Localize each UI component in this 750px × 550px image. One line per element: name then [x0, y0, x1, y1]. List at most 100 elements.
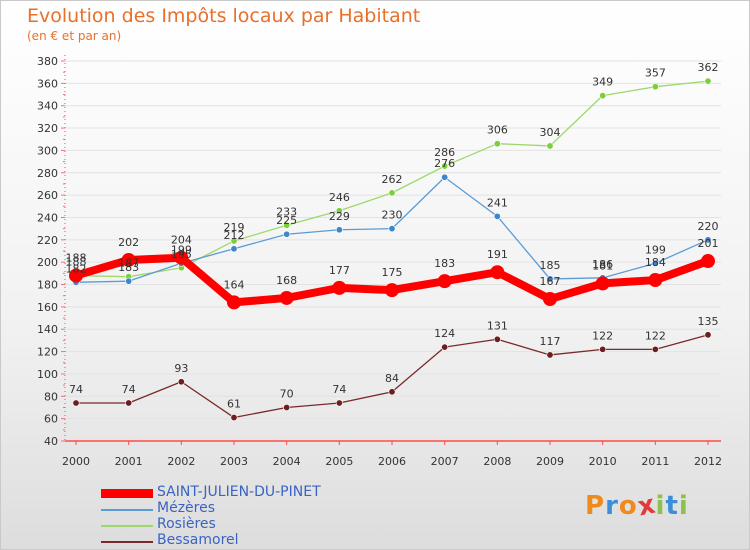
x-tick-label: 2006 [378, 455, 406, 468]
data-label: 212 [224, 229, 245, 242]
data-label: 204 [171, 234, 192, 247]
legend-label: Mézères [157, 500, 216, 516]
data-label: 117 [540, 335, 561, 348]
data-label: 74 [332, 383, 346, 396]
data-label: 186 [592, 258, 613, 271]
data-label: 61 [227, 398, 241, 411]
data-point [125, 277, 133, 285]
data-point [704, 77, 712, 85]
data-label: 230 [382, 209, 403, 222]
data-label: 70 [280, 387, 294, 400]
x-tick-label: 2000 [62, 455, 90, 468]
labels-2: 188 187 195 219 233 246 262 286 306 304 349 357 362 [66, 61, 719, 270]
data-label: 181 [592, 259, 613, 272]
data-point [441, 343, 449, 351]
x-tick-label: 2010 [589, 455, 617, 468]
data-label: 135 [698, 315, 719, 328]
x-tick-label: 2012 [694, 455, 722, 468]
data-label: 122 [645, 329, 666, 342]
data-label: 195 [171, 248, 192, 261]
data-point [441, 173, 449, 181]
data-point [177, 378, 185, 386]
data-label: 164 [224, 278, 245, 291]
data-label: 199 [171, 243, 192, 256]
logo-letter: r [605, 491, 619, 521]
data-point [335, 207, 343, 215]
data-label: 124 [434, 327, 455, 340]
data-label: 168 [276, 274, 297, 287]
series-2 [72, 77, 712, 281]
y-tick-label: 260 [37, 189, 58, 202]
data-label: 362 [698, 61, 719, 74]
x-tick-label: 2011 [641, 455, 669, 468]
data-label: 357 [645, 67, 666, 80]
data-point [335, 226, 343, 234]
data-point [546, 275, 554, 283]
data-point [283, 221, 291, 229]
data-point [704, 236, 712, 244]
data-label: 188 [66, 256, 87, 269]
y-tick-label: 80 [44, 390, 58, 403]
data-point [490, 265, 505, 280]
data-point [493, 335, 501, 343]
data-label: 246 [329, 191, 350, 204]
data-label: 191 [487, 248, 508, 261]
data-point [69, 268, 83, 283]
y-tick-label: 340 [37, 100, 58, 113]
x-tick-label: 2004 [273, 455, 301, 468]
data-label: 233 [276, 205, 297, 218]
data-point [385, 283, 399, 298]
chart-title: Evolution des Impôts locaux par Habitant [27, 5, 421, 27]
data-point [174, 250, 189, 265]
grid-group: 40 60 80 100 120 140 160 180 200 220 240 260 280 300 3… [37, 55, 721, 448]
data-label: 93 [174, 362, 188, 375]
data-label: 202 [118, 236, 139, 249]
data-point [651, 259, 659, 267]
y-tick-label: 360 [37, 77, 58, 90]
data-point [230, 245, 238, 253]
data-label: 187 [118, 257, 139, 270]
y-tick-label: 40 [44, 435, 58, 448]
data-label: 349 [592, 76, 613, 89]
legend-label: SAINT-JULIEN-DU-PINET [157, 484, 321, 500]
data-point [388, 225, 396, 233]
data-label: 199 [645, 243, 666, 256]
data-label: 84 [385, 372, 399, 385]
labels-3: 74 74 93 61 70 74 84 124 131 117 122 122 135 [69, 315, 719, 411]
y-tick-label: 140 [37, 323, 58, 336]
data-point [493, 140, 501, 148]
data-label: 219 [224, 221, 245, 234]
y-tick-label: 380 [37, 55, 58, 68]
data-point [283, 403, 291, 411]
data-point [704, 331, 712, 339]
data-label: 241 [487, 196, 508, 209]
logo-letter: i [678, 491, 689, 521]
data-point [599, 345, 607, 353]
line-chart: 40 60 80 100 120 140 160 180 200 220 240 260 280 300 3… [37, 55, 722, 468]
data-point [441, 162, 449, 170]
data-label: 167 [540, 275, 561, 288]
data-label: 184 [645, 256, 666, 269]
y-tick-label: 120 [37, 346, 58, 359]
data-label: 183 [118, 261, 139, 274]
y-tick-label: 160 [37, 301, 58, 314]
data-point [648, 273, 663, 288]
y-tick-label: 200 [37, 256, 58, 269]
data-point [227, 295, 241, 310]
data-point [230, 237, 238, 245]
data-label: 201 [698, 237, 719, 250]
x-tick-label: 2009 [536, 455, 564, 468]
data-point [437, 274, 452, 289]
legend-swatch [101, 525, 153, 527]
proxiti-logo: Proxiti [585, 489, 689, 522]
data-label: 286 [434, 146, 455, 159]
data-label: 304 [540, 126, 561, 139]
y-tick-label: 240 [37, 211, 58, 224]
legend-label: Bessamorel [157, 532, 239, 548]
legend-swatch [101, 489, 153, 498]
series-3 [72, 331, 712, 422]
x-tick-label: 2007 [431, 455, 459, 468]
logo-letter: t [665, 491, 679, 521]
data-point [279, 290, 294, 305]
